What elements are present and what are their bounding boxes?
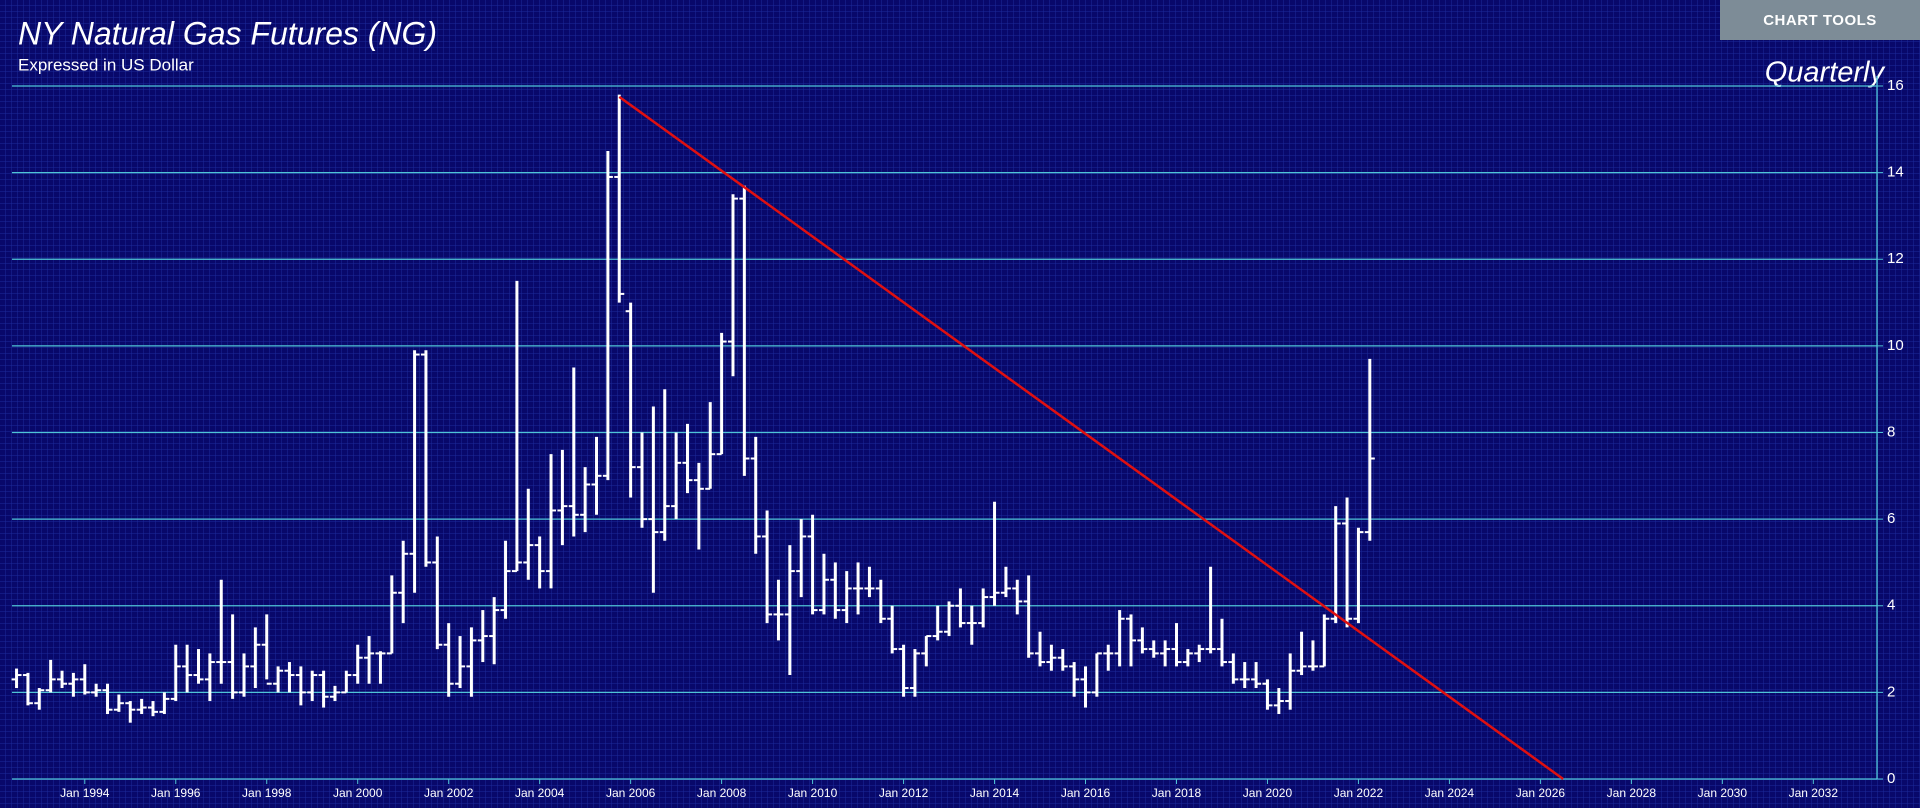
y-tick-label: 0 (1887, 770, 1895, 787)
chart-tools-button[interactable]: CHART TOOLS (1720, 0, 1920, 40)
y-tick-label: 14 (1887, 164, 1904, 181)
x-tick-label: Jan 2020 (1243, 786, 1293, 800)
x-tick-label: Jan 1994 (60, 786, 110, 800)
x-tick-label: Jan 2022 (1334, 786, 1384, 800)
x-tick-label: Jan 2006 (606, 786, 656, 800)
chart-title: NY Natural Gas Futures (NG) (18, 15, 437, 51)
y-tick-label: 8 (1887, 423, 1895, 440)
x-tick-label: Jan 2030 (1698, 786, 1748, 800)
trend-line (618, 95, 1564, 781)
x-tick-label: Jan 1996 (151, 786, 201, 800)
x-tick-label: Jan 1998 (242, 786, 292, 800)
x-tick-label: Jan 2010 (788, 786, 838, 800)
y-tick-label: 10 (1887, 337, 1904, 354)
y-tick-label: 4 (1887, 597, 1895, 614)
x-tick-label: Jan 2016 (1061, 786, 1111, 800)
x-tick-label: Jan 2008 (697, 786, 747, 800)
x-tick-label: Jan 2000 (333, 786, 383, 800)
x-tick-label: Jan 2014 (970, 786, 1020, 800)
y-tick-label: 2 (1887, 683, 1895, 700)
chart-subtitle: Expressed in US Dollar (18, 55, 194, 74)
y-tick-label: 16 (1887, 77, 1904, 94)
y-tick-label: 6 (1887, 510, 1895, 527)
x-tick-label: Jan 2012 (879, 786, 929, 800)
x-tick-label: Jan 2024 (1425, 786, 1475, 800)
x-tick-label: Jan 2032 (1789, 786, 1839, 800)
x-tick-label: Jan 2028 (1607, 786, 1657, 800)
y-tick-label: 12 (1887, 250, 1904, 267)
x-tick-label: Jan 2018 (1152, 786, 1202, 800)
x-tick-label: Jan 2002 (424, 786, 474, 800)
x-tick-label: Jan 2026 (1516, 786, 1566, 800)
x-tick-label: Jan 2004 (515, 786, 565, 800)
period-label: Quarterly (1765, 57, 1886, 89)
